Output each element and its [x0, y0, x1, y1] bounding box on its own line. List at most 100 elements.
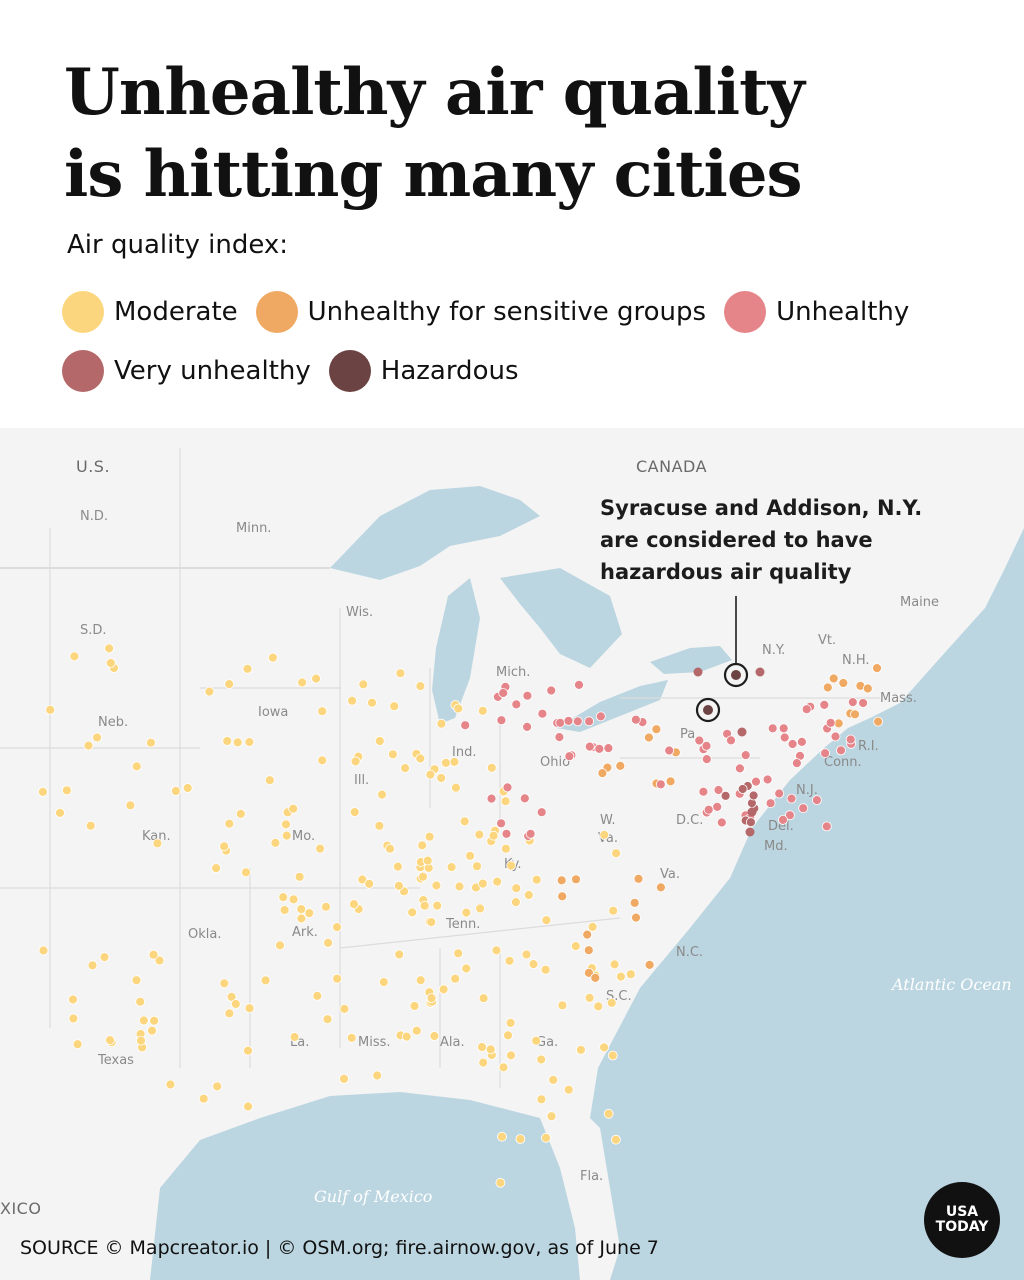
aqi-dot: [395, 668, 406, 679]
aqi-dot: [486, 762, 497, 773]
label-fla: Fla.: [580, 1169, 603, 1184]
aqi-dot: [419, 900, 430, 911]
aqi-dot: [819, 699, 830, 710]
aqi-dot: [68, 994, 78, 1005]
label-ill: Ill.: [354, 773, 369, 788]
aqi-dot: [522, 690, 533, 701]
aqi-dot: [165, 1079, 176, 1090]
aqi-dot: [317, 706, 328, 717]
aqi-dot: [505, 1018, 516, 1028]
aqi-dot: [504, 955, 515, 966]
aqi-dot: [713, 785, 724, 795]
aqi-dot: [105, 1035, 115, 1045]
aqi-dot: [387, 749, 398, 760]
aqi-dot: [506, 860, 517, 871]
aqi-dot: [541, 1132, 551, 1143]
aqi-dot: [582, 929, 593, 940]
aqi-dot: [422, 855, 433, 866]
label-miss: Miss.: [358, 1035, 391, 1050]
aqi-dot: [224, 679, 235, 690]
aqi-dot: [563, 715, 574, 726]
aqi-dot: [572, 716, 583, 727]
aqi-dot: [703, 804, 714, 815]
aqi-dot: [69, 651, 80, 662]
aqi-dot: [557, 1000, 568, 1011]
aqi-dot: [607, 1050, 618, 1061]
lake-erie: [556, 680, 668, 732]
aqi-dot: [449, 756, 460, 767]
aqi-dot: [584, 968, 594, 978]
aqi-dot: [279, 905, 290, 915]
aqi-dot: [762, 774, 773, 785]
label-mich: Mich.: [496, 665, 530, 680]
gulf-of-mexico: [150, 1092, 600, 1280]
aqi-dot: [374, 820, 385, 831]
aqi-dot: [148, 949, 159, 960]
aqi-dot: [597, 768, 608, 779]
aqi-dot: [522, 721, 532, 732]
aqi-dot: [411, 1025, 422, 1036]
legend-item-hazardous: Hazardous: [328, 350, 519, 392]
page-title: Unhealthy air quality is hitting many ci…: [64, 52, 964, 216]
label-ny: N.Y.: [762, 643, 785, 658]
aqi-dot: [498, 1062, 509, 1073]
legend-row-1: Moderate Unhealthy for sensitive groups …: [62, 291, 982, 333]
aqi-dot: [698, 786, 709, 797]
label-canada: CANADA: [636, 457, 707, 476]
aqi-dot: [453, 948, 464, 959]
aqi-dot: [609, 959, 620, 970]
aqi-dot: [765, 798, 776, 809]
aqi-dot: [147, 1025, 157, 1036]
aqi-dot: [288, 803, 299, 814]
aqi-dot: [830, 731, 841, 742]
aqi-dot: [45, 704, 56, 715]
aqi-dot: [243, 1101, 254, 1112]
aqi-dot: [409, 1001, 420, 1011]
aqi-dot: [431, 880, 442, 891]
aqi-dot: [694, 735, 705, 746]
aqi-dot: [847, 697, 858, 708]
lake-michigan: [432, 578, 480, 724]
aqi-dot: [536, 1054, 547, 1065]
legend-row-2: Very unhealthy Hazardous: [62, 350, 982, 392]
aqi-dot: [531, 874, 542, 885]
label-mass: Mass.: [880, 691, 917, 706]
aqi-dot: [440, 757, 451, 768]
aqi-dot: [531, 1035, 542, 1046]
sensitive-swatch-icon: [255, 291, 298, 333]
legend-label: Unhealthy: [776, 297, 910, 327]
aqi-dot: [500, 796, 511, 807]
legend-heading: Air quality index:: [67, 230, 289, 260]
aqi-dot: [693, 667, 703, 677]
aqi-dot: [798, 803, 809, 814]
aqi-dot: [737, 784, 748, 794]
aqi-dot: [149, 1015, 160, 1026]
lake-superior: [330, 486, 540, 580]
aqi-dot: [105, 658, 116, 668]
aqi-dot: [83, 740, 94, 751]
aqi-dot: [498, 688, 509, 698]
aqi-dot: [38, 945, 49, 956]
aqi-dot: [270, 837, 281, 848]
aqi-dot: [85, 820, 96, 831]
aqi-dot: [477, 878, 488, 889]
aqi-dot: [528, 959, 539, 969]
aqi-dot: [644, 732, 654, 743]
aqi-dot: [131, 761, 142, 772]
aqi-dot: [536, 1094, 547, 1105]
aqi-dot: [417, 840, 428, 851]
aqi-dot: [136, 1035, 146, 1046]
label-maine: Maine: [900, 595, 939, 610]
aqi-dot: [478, 993, 489, 1004]
aqi-dot: [548, 1075, 559, 1085]
aqi-dot: [92, 732, 102, 743]
aqi-dot: [555, 717, 566, 728]
unhealthy-swatch-icon: [724, 291, 767, 333]
aqi-dot: [198, 1093, 209, 1104]
aqi-dot: [821, 821, 832, 832]
label-ga: Ga.: [536, 1035, 558, 1050]
aqi-dot: [665, 776, 676, 787]
aqi-dot: [778, 723, 789, 734]
aqi-dot: [244, 737, 255, 747]
logo-line-2: TODAY: [935, 1219, 989, 1235]
